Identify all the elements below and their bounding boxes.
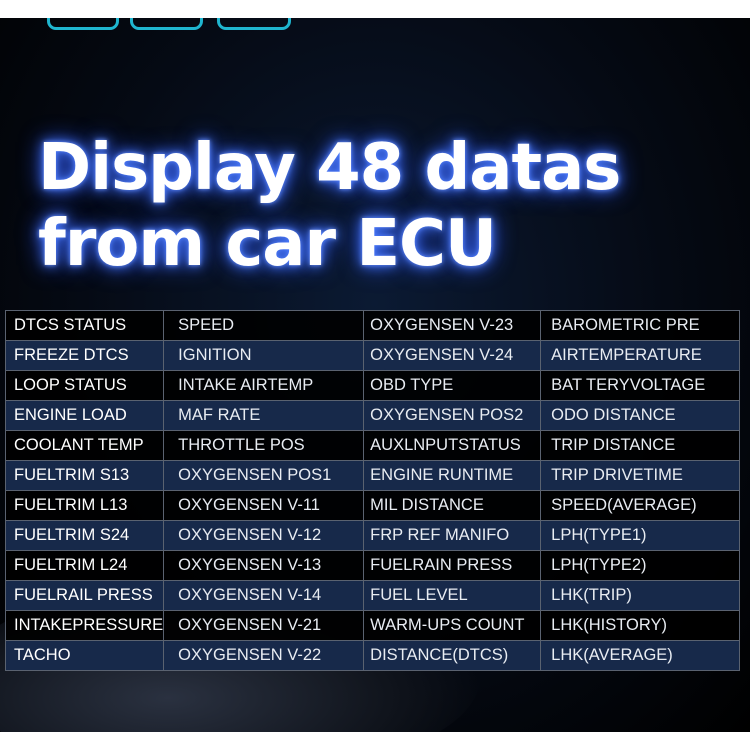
- table-row: INTAKEPRESSURE OXYGENSEN V-21 WARM-UPS COU…: [4, 610, 740, 641]
- table-cell: ENGINE LOAD: [4, 400, 165, 431]
- table-cell: FUELTRIM S24: [4, 520, 165, 551]
- table-cell: COOLANT TEMP: [4, 430, 165, 461]
- table-cell: OXYGENSEN V-12: [163, 520, 365, 551]
- table-cell: OXYGENSEN V-22: [163, 640, 365, 671]
- table-cell: DISTANCE(DTCS): [363, 640, 542, 671]
- table-cell: DTCS STATUS: [4, 310, 165, 341]
- table-cell: TRIP DRIVETIME: [540, 460, 740, 491]
- table-cell: SPEED: [163, 310, 365, 341]
- table-cell: IGNITION: [163, 340, 365, 371]
- table-cell: OXYGENSEN POS2: [363, 400, 542, 431]
- table-cell: FUEL LEVEL: [363, 580, 542, 611]
- table-cell: OXYGENSEN V-11: [163, 490, 365, 521]
- table-cell: FREEZE DTCS: [4, 340, 165, 371]
- table-cell: INTAKE AIRTEMP: [163, 370, 365, 401]
- table-cell: OXYGENSEN V-23: [363, 310, 542, 341]
- table-cell: FUELTRIM S13: [4, 460, 165, 491]
- table-cell: LPH(TYPE2): [540, 550, 740, 581]
- table-cell: LOOP STATUS: [4, 370, 165, 401]
- table-row: FUELTRIM S24 OXYGENSEN V-12 FRP REF MANIFO…: [4, 520, 740, 551]
- table-cell: WARM-UPS COUNT: [363, 610, 542, 641]
- table-cell: ODO DISTANCE: [540, 400, 740, 431]
- table-cell: TRIP DISTANCE: [540, 430, 740, 461]
- table-cell: LHK(HISTORY): [540, 610, 740, 641]
- table-row: DTCS STATUS SPEED OXYGENSEN V-23 BAROMETRIC…: [4, 310, 740, 341]
- table-cell: MIL DISTANCE: [363, 490, 542, 521]
- table-cell: FUELTRIM L24: [4, 550, 165, 581]
- table-row: FUELTRIM L13 OXYGENSEN V-11 MIL DISTANCE SP…: [4, 490, 740, 521]
- table-cell: FUELRAIN PRESS: [363, 550, 542, 581]
- table-cell: INTAKEPRESSURE: [4, 610, 165, 641]
- table-cell: FRP REF MANIFO: [363, 520, 542, 551]
- table-cell: TACHO: [4, 640, 165, 671]
- table-cell: AUXLNPUTSTATUS: [363, 430, 542, 461]
- table-cell: BAT TERYVOLTAGE: [540, 370, 740, 401]
- table-row: FUELRAIL PRESS OXYGENSEN V-14 FUEL LEVEL LH…: [4, 580, 740, 611]
- table-cell: OXYGENSEN V-21: [163, 610, 365, 641]
- table-cell: FUELTRIM L13: [4, 490, 165, 521]
- table-cell: SPEED(AVERAGE): [540, 490, 740, 521]
- table-cell: OXYGENSEN V-24: [363, 340, 542, 371]
- table-cell: LHK(TRIP): [540, 580, 740, 611]
- table-cell: OXYGENSEN V-13: [163, 550, 365, 581]
- table-cell: OXYGENSEN POS1: [163, 460, 365, 491]
- table-row: FUELTRIM S13 OXYGENSEN POS1 ENGINE RUNTIME…: [4, 460, 740, 491]
- table-cell: FUELRAIL PRESS: [4, 580, 165, 611]
- cyan-button-partial: [47, 18, 119, 30]
- table-row: LOOP STATUS INTAKE AIRTEMP OBD TYPE BAT TER…: [4, 370, 740, 401]
- headline-line2: from car ECU: [38, 207, 497, 281]
- table-cell: ENGINE RUNTIME: [363, 460, 542, 491]
- table-cell: AIRTEMPERATURE: [540, 340, 740, 371]
- table-cell: OXYGENSEN V-14: [163, 580, 365, 611]
- table-cell: MAF RATE: [163, 400, 365, 431]
- table-row: COOLANT TEMP THROTTLE POS AUXLNPUTSTATUS TR…: [4, 430, 740, 461]
- table-row: TACHO OXYGENSEN V-22 DISTANCE(DTCS) LHK(AVE…: [4, 640, 740, 671]
- table-row: FREEZE DTCS IGNITION OXYGENSEN V-24 AIRTEMP…: [4, 340, 740, 371]
- cyan-button-partial: [217, 18, 291, 30]
- table-cell: OBD TYPE: [363, 370, 542, 401]
- table-cell: BAROMETRIC PRE: [540, 310, 740, 341]
- table-row: FUELTRIM L24 OXYGENSEN V-13 FUELRAIN PRESS…: [4, 550, 740, 581]
- headline: Display 48 datas from car ECU: [38, 130, 621, 282]
- cyan-button-partial: [130, 18, 203, 30]
- bottom-margin: [0, 732, 750, 750]
- table-row: ENGINE LOAD MAF RATE OXYGENSEN POS2 ODO DIS…: [4, 400, 740, 431]
- table-cell: THROTTLE POS: [163, 430, 365, 461]
- table-cell: LPH(TYPE1): [540, 520, 740, 551]
- ecu-data-table: DTCS STATUS SPEED OXYGENSEN V-23 BAROMETRIC…: [4, 310, 740, 671]
- table-cell: LHK(AVERAGE): [540, 640, 740, 671]
- headline-line1: Display 48 datas: [38, 131, 621, 205]
